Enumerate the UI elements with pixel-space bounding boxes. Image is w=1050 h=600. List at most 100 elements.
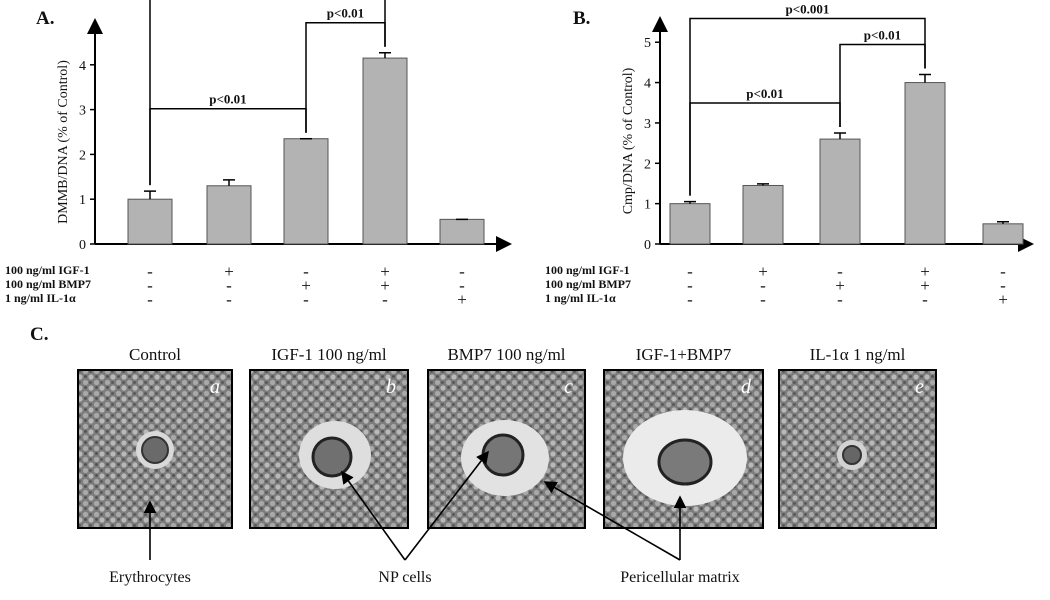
micrograph [603, 369, 764, 529]
annotation: Erythrocytes [109, 569, 191, 586]
image-heading: IGF-1 100 ng/ml [271, 345, 387, 364]
y-tick-label: 5 [644, 36, 651, 51]
y-tick-label: 2 [644, 157, 651, 172]
condition-sign: + [758, 262, 768, 281]
image-heading: IGF-1+BMP7 [636, 345, 732, 364]
bar [283, 138, 329, 245]
image-letter: c [564, 376, 573, 398]
bar [669, 203, 711, 245]
condition-sign: - [147, 276, 153, 295]
image-heading: BMP7 100 ng/ml [447, 345, 565, 364]
bar [362, 57, 408, 245]
error-bar [223, 179, 235, 186]
p-value-label: p<0.001 [786, 2, 830, 17]
condition-sign: - [687, 276, 693, 295]
condition-sign: + [380, 276, 390, 295]
image-heading: Control [129, 345, 181, 364]
bar [127, 198, 173, 245]
condition-sign: - [687, 262, 693, 281]
error-bar [379, 51, 391, 59]
condition-sign: - [303, 290, 309, 309]
condition-sign: - [837, 290, 843, 309]
condition-sign: - [303, 262, 309, 281]
y-tick-label: 0 [644, 238, 651, 253]
condition-sign: - [760, 276, 766, 295]
p-value-label: p<0.01 [209, 92, 246, 107]
panel-title: A. [36, 8, 54, 29]
micrograph [249, 369, 409, 529]
image-letter: a [210, 376, 220, 398]
y-tick-label: 2 [79, 148, 86, 163]
y-tick-label: 0 [79, 238, 86, 253]
condition-sign: + [920, 276, 930, 295]
y-axis-label: DMMB/DNA (% of Control) [56, 60, 71, 224]
condition-label: 100 ng/ml IGF-1 [545, 263, 630, 277]
y-axis-label: Cmp/DNA (% of Control) [621, 67, 636, 214]
condition-sign: + [301, 276, 311, 295]
condition-sign: + [998, 290, 1008, 309]
condition-sign: - [1000, 276, 1006, 295]
condition-sign: - [459, 276, 465, 295]
pointer-arrows [143, 450, 687, 561]
bar [982, 223, 1024, 245]
condition-sign: - [226, 276, 232, 295]
condition-sign: - [922, 290, 928, 309]
image-letter: d [741, 376, 752, 398]
y-tick-label: 3 [644, 117, 651, 132]
condition-sign: + [457, 290, 467, 309]
condition-label: 100 ng/ml BMP7 [5, 277, 91, 291]
annotation: Pericellular matrix [620, 569, 740, 586]
micrograph [77, 369, 233, 529]
condition-sign: + [835, 276, 845, 295]
bar [819, 138, 861, 245]
condition-label: 1 ng/ml IL-1α [5, 291, 76, 305]
y-tick-label: 1 [644, 198, 651, 213]
p-value-label: p<0.01 [327, 6, 364, 21]
significance-bracket [689, 17, 926, 196]
error-bar [684, 200, 696, 204]
bar [742, 184, 784, 245]
significance-bracket [149, 107, 307, 186]
error-bar [144, 190, 156, 200]
condition-label: 100 ng/ml IGF-1 [5, 263, 90, 277]
condition-label: 1 ng/ml IL-1α [545, 291, 616, 305]
y-tick-label: 4 [644, 77, 651, 92]
significance-bracket [689, 102, 841, 196]
micrographs [77, 369, 937, 529]
condition-sign: + [920, 262, 930, 281]
error-bar [919, 73, 931, 83]
significance-bracket [149, 0, 386, 186]
condition-sign: - [760, 290, 766, 309]
micrograph [778, 369, 937, 529]
image-heading: IL-1α 1 ng/ml [810, 345, 906, 364]
panel-title: B. [573, 8, 590, 29]
error-bar [757, 183, 769, 186]
y-tick-label: 4 [79, 59, 86, 74]
error-bar [834, 132, 846, 140]
annotation: NP cells [378, 569, 431, 586]
image-letter: e [915, 376, 924, 398]
y-tick-label: 3 [79, 104, 86, 119]
p-value-label: p<0.01 [864, 28, 901, 43]
condition-sign: - [382, 290, 388, 309]
condition-sign: - [687, 290, 693, 309]
error-bar [997, 221, 1009, 224]
condition-sign: - [226, 290, 232, 309]
condition-sign: + [224, 262, 234, 281]
condition-sign: - [459, 262, 465, 281]
condition-sign: - [1000, 262, 1006, 281]
image-letter: b [386, 376, 396, 398]
condition-sign: - [147, 290, 153, 309]
micrograph [427, 369, 586, 529]
y-tick-label: 1 [79, 193, 86, 208]
condition-label: 100 ng/ml BMP7 [545, 277, 631, 291]
panel-title: C. [30, 324, 48, 345]
condition-sign: + [380, 262, 390, 281]
condition-sign: - [837, 262, 843, 281]
condition-sign: - [147, 262, 153, 281]
bar [206, 185, 252, 245]
bar [439, 218, 485, 245]
bar [904, 82, 946, 245]
p-value-label: p<0.01 [746, 86, 783, 101]
